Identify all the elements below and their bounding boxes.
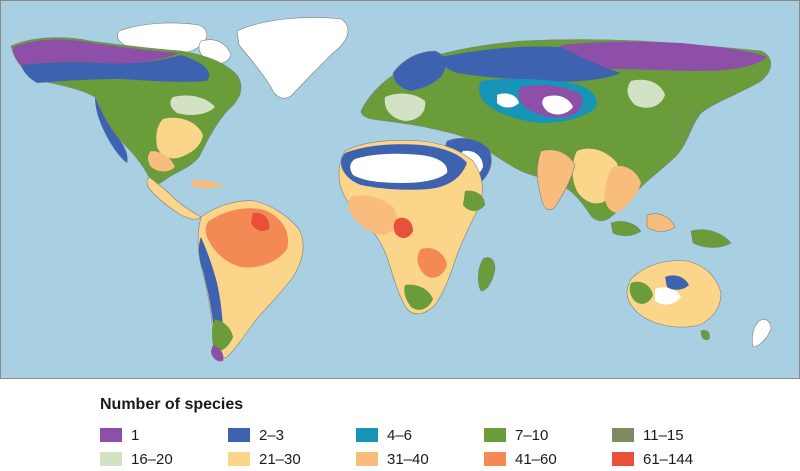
- africa-east: [417, 247, 447, 278]
- world-map: [0, 0, 800, 379]
- sahara: [350, 153, 448, 183]
- legend-swatch: [100, 452, 122, 466]
- central-america: [146, 176, 202, 220]
- scandinavia: [392, 50, 447, 92]
- legend-swatch: [228, 452, 250, 466]
- legend-item: 4–6: [356, 423, 484, 447]
- legend-label: 1: [131, 426, 140, 444]
- na-band-3: [170, 95, 215, 115]
- legend-label: 4–6: [387, 426, 413, 444]
- sa-hotspot: [251, 212, 270, 231]
- india: [536, 149, 576, 210]
- gobi: [542, 95, 573, 115]
- tasmania: [700, 330, 710, 341]
- legend-swatch: [356, 428, 378, 442]
- africa-west: [348, 195, 398, 235]
- legend-label: 61–144: [643, 450, 694, 468]
- na-band-1: [13, 39, 179, 65]
- arctic-islands: [117, 22, 208, 55]
- legend-label: 11–15: [643, 426, 684, 444]
- legend-item: 11–15: [612, 423, 740, 447]
- legend-item: 61–144: [612, 447, 740, 471]
- na-band-2: [21, 55, 210, 83]
- legend-label: 31–40: [387, 450, 429, 468]
- legend-label: 21–30: [259, 450, 301, 468]
- legend-label: 7–10: [515, 426, 549, 444]
- sa-tip: [211, 345, 224, 362]
- japan: [673, 109, 694, 140]
- manchuria: [627, 79, 665, 108]
- australia-west: [629, 281, 653, 304]
- legend-label: 16–20: [131, 450, 173, 468]
- new-guinea: [690, 229, 732, 248]
- se-asia: [604, 165, 641, 213]
- legend-swatch: [356, 452, 378, 466]
- russia-blue: [441, 46, 621, 82]
- legend-label: 2–3: [259, 426, 285, 444]
- legend-swatch: [612, 428, 634, 442]
- greenland: [236, 17, 349, 99]
- legend-title: Number of species: [100, 396, 244, 413]
- europe: [384, 93, 426, 121]
- legend-label: 41–60: [515, 450, 557, 468]
- caribbean: [191, 180, 223, 189]
- indonesia-1: [610, 221, 642, 237]
- legend-swatch: [100, 428, 122, 442]
- australia-desert: [655, 287, 681, 305]
- australia-center: [665, 275, 689, 290]
- legend-swatch: [484, 452, 506, 466]
- siberia: [561, 41, 767, 71]
- legend-item: 2–3: [228, 423, 356, 447]
- legend-swatch: [612, 452, 634, 466]
- legend-item: 7–10: [484, 423, 612, 447]
- africa-south: [404, 284, 433, 310]
- africa-congo: [393, 217, 413, 239]
- world-map-svg: [1, 1, 799, 378]
- legend-swatch: [484, 428, 506, 442]
- map-legend: Number of species 1 2–3 4–6 7–10 11–15 1…: [100, 395, 790, 471]
- madagascar: [477, 257, 496, 292]
- legend-swatch: [228, 428, 250, 442]
- new-zealand: [751, 319, 772, 348]
- na-band-4: [156, 117, 203, 159]
- karakum: [497, 93, 519, 108]
- na-band-5: [148, 151, 175, 172]
- sa-andes: [198, 237, 223, 339]
- indonesia-2: [646, 213, 676, 232]
- legend-item: 16–20: [100, 447, 228, 471]
- legend-item: 31–40: [356, 447, 484, 471]
- legend-item: 21–30: [228, 447, 356, 471]
- horn-of-africa: [463, 190, 485, 211]
- legend-item: 1: [100, 423, 228, 447]
- sa-south: [212, 319, 233, 352]
- legend-grid: 1 2–3 4–6 7–10 11–15 16–20 21–30 31–40: [100, 423, 790, 471]
- na-band-6: [95, 97, 128, 163]
- legend-item: 41–60: [484, 447, 612, 471]
